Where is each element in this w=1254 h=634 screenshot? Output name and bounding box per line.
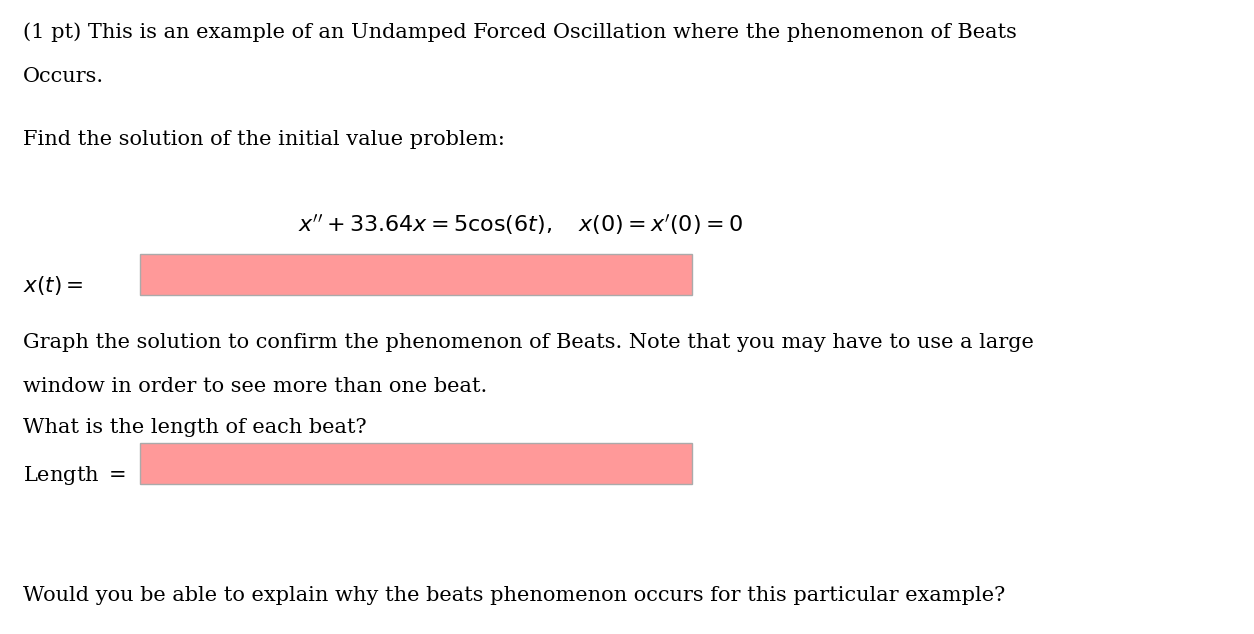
Text: Occurs.: Occurs. [23, 67, 104, 86]
Text: Length $=$: Length $=$ [23, 464, 125, 487]
Text: Graph the solution to confirm the phenomenon of Beats. Note that you may have to: Graph the solution to confirm the phenom… [23, 333, 1033, 352]
Text: Find the solution of the initial value problem:: Find the solution of the initial value p… [23, 130, 504, 149]
Text: (1 pt) This is an example of an Undamped Forced Oscillation where the phenomenon: (1 pt) This is an example of an Undamped… [23, 22, 1017, 42]
Text: Would you be able to explain why the beats phenomenon occurs for this particular: Would you be able to explain why the bea… [23, 586, 1004, 605]
Text: window in order to see more than one beat.: window in order to see more than one bea… [23, 377, 487, 396]
Text: $x(t) =$: $x(t) =$ [23, 274, 83, 297]
Text: $x'' + 33.64x = 5\cos(6t), \quad x(0) = x'(0) = 0$: $x'' + 33.64x = 5\cos(6t), \quad x(0) = … [298, 212, 742, 237]
Text: What is the length of each beat?: What is the length of each beat? [23, 418, 366, 437]
